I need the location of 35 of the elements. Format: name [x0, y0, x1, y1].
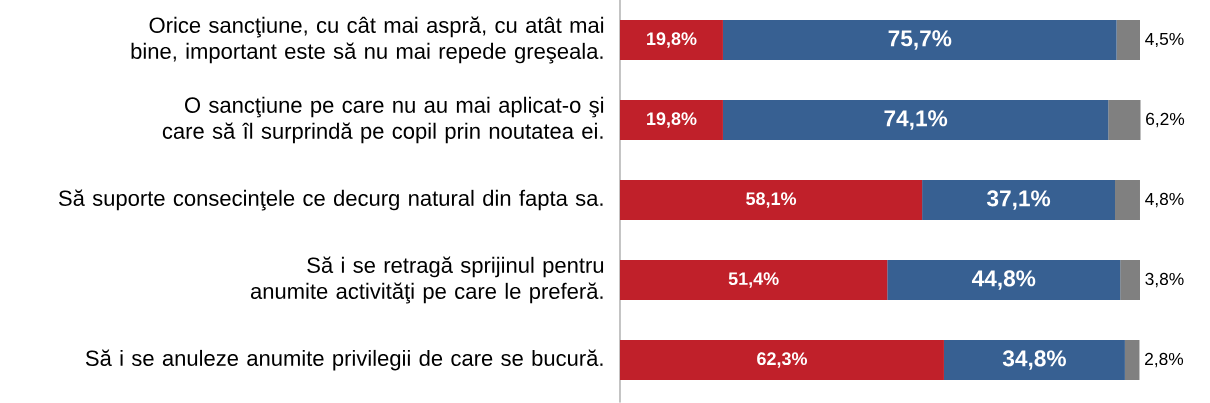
bar: [619, 100, 723, 141]
y-tick-label: O sancţiune pe care nu au mai aplicat-o şi care să îl surprindă pe copil prin noutatea ei.: [162, 96, 604, 144]
bar: [619, 20, 723, 61]
bar: [619, 260, 888, 301]
data-label: 51,4%: [728, 272, 779, 288]
data-label: 44,8%: [971, 270, 1036, 290]
bar: [1108, 100, 1141, 141]
bar: [887, 260, 1121, 301]
data-label: 6,2%: [1146, 113, 1185, 128]
data-label: 62,3%: [757, 352, 808, 368]
bar: [722, 100, 1109, 141]
y-tick-label: Orice sancţiune, cu cât mai aspră, cu atât mai bine, important este să nu mai repede greşeala.: [131, 16, 604, 64]
data-label: 34,8%: [1002, 350, 1066, 370]
bar: [1124, 340, 1140, 381]
data-label: 2,8%: [1145, 353, 1184, 368]
y-tick-label: Să i se retragă sprijinul pentru anumite activităţi pe care le preferă.: [250, 256, 604, 304]
y-tick-label: Să i se anuleze anumite privilegii de care se bucură.: [85, 349, 603, 371]
data-label: 4,5%: [1145, 33, 1184, 48]
bar: [943, 340, 1125, 381]
bar: [922, 180, 1116, 221]
data-label: 4,8%: [1145, 193, 1184, 208]
bar: [619, 340, 944, 381]
data-label: 19,8%: [647, 112, 697, 128]
data-label: 74,1%: [884, 110, 948, 130]
data-label: 37,1%: [986, 190, 1051, 210]
data-label: 3,8%: [1145, 273, 1184, 288]
data-label: 75,7%: [888, 30, 952, 50]
data-label: 19,8%: [647, 32, 697, 48]
y-tick-label: Să suporte consecinţele ce decurg natural din fapta sa.: [58, 189, 603, 211]
bar: [1120, 260, 1140, 301]
data-label: 58,1%: [746, 192, 797, 208]
bar: [1115, 180, 1140, 221]
bar: [619, 180, 923, 221]
bar: [722, 20, 1117, 61]
bar: [1116, 20, 1140, 61]
